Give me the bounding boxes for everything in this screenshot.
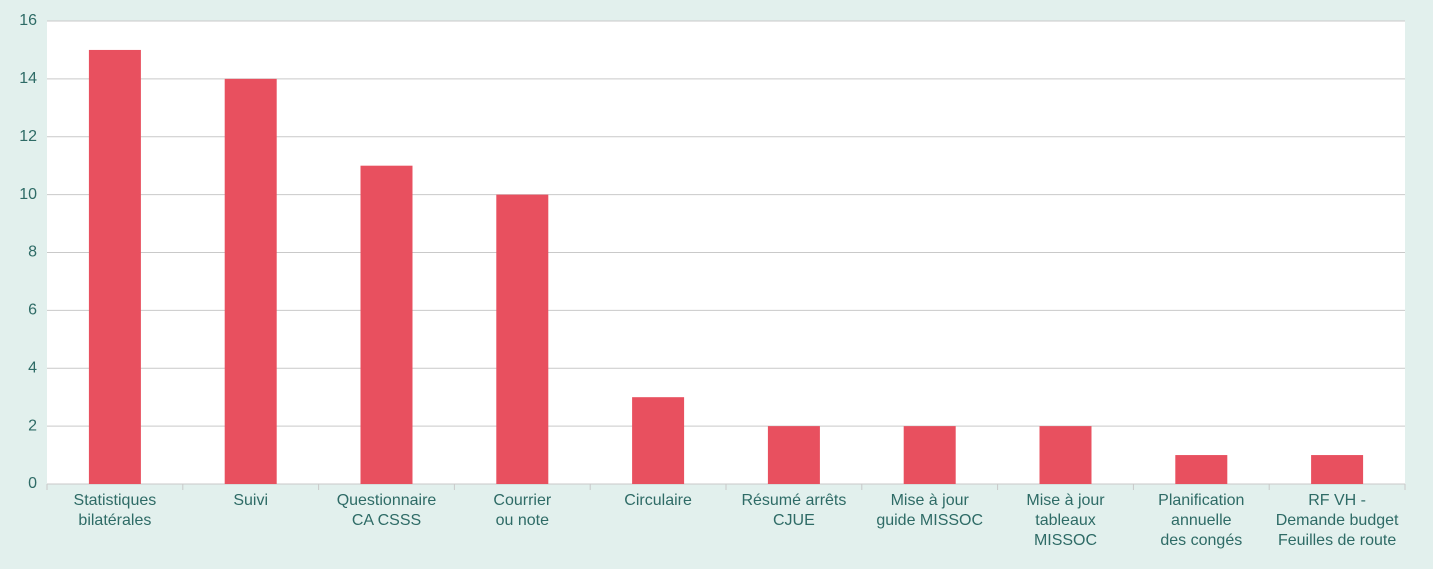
x-tick-label: Circulaire [624,492,692,509]
x-tick-label: RF VH -Demande budget Feuilles de route [1276,492,1399,549]
bar [88,49,141,484]
y-tick-label: 12 [19,128,37,145]
bar [767,426,820,484]
y-tick-label: 10 [19,186,37,203]
bar [903,426,956,484]
bar [496,194,549,484]
y-tick-label: 2 [28,417,37,434]
bar [1311,455,1364,484]
bar [632,397,685,484]
bar [224,78,277,484]
x-tick-label: Résumé arrêts CJUE [741,492,846,529]
x-tick-label: Statistiques bilatérales [74,492,157,529]
y-tick-label: 8 [28,244,37,261]
x-tick-label: Questionnaire CA CSSS [337,492,437,529]
x-tick-label: Mise à jour tableaux MISSOC [1026,492,1105,549]
y-tick-label: 16 [19,12,37,29]
y-tick-label: 14 [19,70,37,87]
y-tick-label: 0 [28,475,37,492]
x-tick-label: Suivi [233,492,268,509]
bar [1039,426,1092,484]
x-tick-label: Planification annuelle des congés [1158,492,1244,549]
y-tick-label: 4 [28,359,37,376]
bar [360,165,413,484]
y-tick-label: 6 [28,302,37,319]
x-tick-label: Courrier ou note [493,492,551,529]
x-tick-label: Mise à jour guide MISSOC [876,492,983,529]
bar [1175,455,1228,484]
